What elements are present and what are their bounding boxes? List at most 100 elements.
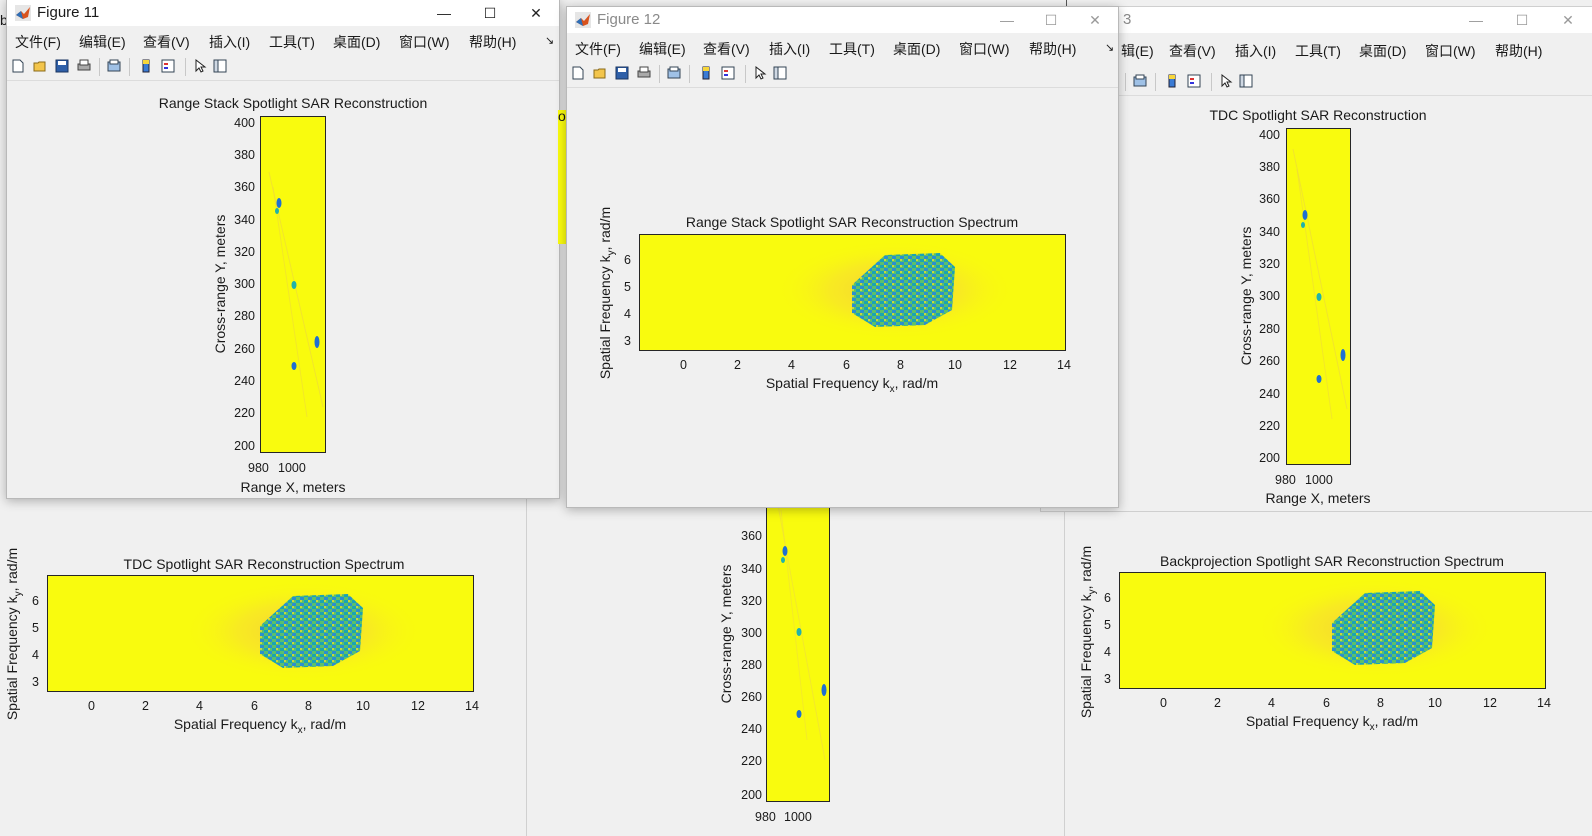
menu-edit[interactable]: 编辑(E) xyxy=(639,41,686,57)
property-inspector-icon[interactable] xyxy=(773,66,787,80)
x-tick: 980 xyxy=(248,461,269,475)
x-tick: 8 xyxy=(1377,696,1384,710)
y-tick: 320 xyxy=(1259,257,1280,271)
title-bar[interactable]: 3 — ☐ ✕ xyxy=(1041,7,1592,33)
menu-desktop[interactable]: 桌面(D) xyxy=(333,34,381,50)
menu-view[interactable]: 查看(V) xyxy=(143,34,190,50)
menu-insert[interactable]: 插入(I) xyxy=(209,34,251,50)
pointer-icon[interactable] xyxy=(753,66,767,80)
y-tick: 280 xyxy=(234,309,255,323)
plot-title: TDC Spotlight SAR Reconstruction Spectru… xyxy=(123,556,405,572)
property-inspector-icon[interactable] xyxy=(1239,74,1253,88)
new-figure-icon[interactable] xyxy=(571,66,585,80)
menu-insert[interactable]: 插入(I) xyxy=(1235,43,1277,59)
sar-image xyxy=(1292,148,1348,420)
link-plot-icon[interactable] xyxy=(1133,74,1147,88)
spectrum-image xyxy=(775,240,1015,340)
menu-help[interactable]: 帮助(H) xyxy=(1495,43,1543,59)
minimize-button[interactable]: — xyxy=(437,5,451,21)
y-tick: 4 xyxy=(32,648,39,662)
menu-help[interactable]: 帮助(H) xyxy=(1029,41,1077,57)
y-tick: 200 xyxy=(1259,451,1280,465)
open-file-icon[interactable] xyxy=(33,59,47,73)
close-button[interactable]: ✕ xyxy=(1562,12,1574,28)
link-plot-icon[interactable] xyxy=(667,66,681,80)
maximize-button[interactable]: ☐ xyxy=(483,5,497,21)
window-edge-fragment: b xyxy=(0,12,8,28)
menu-overflow-arrow-icon[interactable]: ↘ xyxy=(545,35,555,47)
x-tick: 2 xyxy=(1214,696,1221,710)
y-tick: 5 xyxy=(1104,618,1111,632)
title-bar[interactable]: Figure 11 — ☐ ✕ xyxy=(7,0,559,26)
x-tick: 980 xyxy=(1275,473,1296,487)
link-plot-icon[interactable] xyxy=(107,59,121,73)
minimize-button[interactable]: — xyxy=(1000,12,1014,28)
y-tick: 400 xyxy=(1259,128,1280,142)
pointer-icon[interactable] xyxy=(193,59,207,73)
menu-tools[interactable]: 工具(T) xyxy=(269,34,315,50)
plot-title: TDC Spotlight SAR Reconstruction xyxy=(1209,107,1427,123)
x-tick: 0 xyxy=(680,358,687,372)
x-tick: 2 xyxy=(734,358,741,372)
y-tick: 360 xyxy=(234,180,255,194)
x-tick: 0 xyxy=(1160,696,1167,710)
save-icon[interactable] xyxy=(55,59,69,73)
fig11-axes[interactable] xyxy=(260,116,326,453)
colorbar-icon[interactable] xyxy=(699,66,713,80)
bg-middle-axes[interactable] xyxy=(766,500,830,802)
print-icon[interactable] xyxy=(77,59,91,73)
title-bar[interactable]: Figure 12 — ☐ ✕ xyxy=(567,7,1118,33)
property-inspector-icon[interactable] xyxy=(213,59,227,73)
close-button[interactable]: ✕ xyxy=(1089,12,1101,28)
menu-overflow-arrow-icon[interactable]: ↘ xyxy=(1105,42,1115,54)
x-tick: 10 xyxy=(948,358,962,372)
menu-file[interactable]: 文件(F) xyxy=(575,41,621,57)
menu-bar: 文件(F) 编辑(E) 查看(V) 插入(I) 工具(T) 桌面(D) 窗口(W… xyxy=(567,35,1118,59)
menu-desktop[interactable]: 桌面(D) xyxy=(893,41,941,57)
menu-tools[interactable]: 工具(T) xyxy=(1295,43,1341,59)
pointer-icon[interactable] xyxy=(1219,74,1233,88)
menu-file[interactable]: 文件(F) xyxy=(15,34,61,50)
colorbar-icon[interactable] xyxy=(1165,74,1179,88)
close-button[interactable]: ✕ xyxy=(530,5,542,21)
save-icon[interactable] xyxy=(615,66,629,80)
fig12-axes[interactable] xyxy=(639,234,1066,351)
y-tick: 200 xyxy=(741,788,762,802)
fig13-axes[interactable] xyxy=(1286,128,1351,465)
menu-edit[interactable]: 辑(E) xyxy=(1121,43,1154,59)
x-tick: 0 xyxy=(88,699,95,713)
menu-view[interactable]: 查看(V) xyxy=(1169,43,1216,59)
menu-edit[interactable]: 编辑(E) xyxy=(79,34,126,50)
print-icon[interactable] xyxy=(637,66,651,80)
figure-12-window[interactable]: Figure 12 — ☐ ✕ 文件(F) 编辑(E) 查看(V) 插入(I) … xyxy=(566,6,1119,508)
menu-window[interactable]: 窗口(W) xyxy=(1425,43,1476,59)
y-tick: 5 xyxy=(624,280,631,294)
menu-insert[interactable]: 插入(I) xyxy=(769,41,811,57)
colorbar-icon[interactable] xyxy=(139,59,153,73)
bg-middle-plot: 360 340 320 300 280 260 240 220 200 980 … xyxy=(700,500,840,836)
new-figure-icon[interactable] xyxy=(11,59,25,73)
matlab-logo-icon xyxy=(15,5,31,21)
legend-icon[interactable] xyxy=(1187,74,1201,88)
y-tick: 3 xyxy=(624,334,631,348)
figure-13-window[interactable]: 3 — ☐ ✕ 辑(E) 查看(V) 插入(I) 工具(T) 桌面(D) 窗口(… xyxy=(1040,6,1592,512)
figure-11-window[interactable]: Figure 11 — ☐ ✕ 文件(F) 编辑(E) 查看(V) 插入(I) … xyxy=(6,0,560,499)
open-file-icon[interactable] xyxy=(593,66,607,80)
bg-left-plot: TDC Spotlight SAR Reconstruction Spectru… xyxy=(0,548,526,738)
menu-window[interactable]: 窗口(W) xyxy=(959,41,1010,57)
y-tick: 5 xyxy=(32,621,39,635)
bg-right-axes[interactable] xyxy=(1119,572,1546,689)
minimize-button[interactable]: — xyxy=(1469,12,1483,28)
y-tick: 220 xyxy=(1259,419,1280,433)
legend-icon[interactable] xyxy=(721,66,735,80)
legend-icon[interactable] xyxy=(161,59,175,73)
menu-tools[interactable]: 工具(T) xyxy=(829,41,875,57)
menu-view[interactable]: 查看(V) xyxy=(703,41,750,57)
menu-desktop[interactable]: 桌面(D) xyxy=(1359,43,1407,59)
y-tick: 200 xyxy=(234,439,255,453)
bg-left-axes[interactable] xyxy=(47,575,474,692)
menu-help[interactable]: 帮助(H) xyxy=(469,34,517,50)
maximize-button[interactable]: ☐ xyxy=(1515,12,1529,28)
menu-window[interactable]: 窗口(W) xyxy=(399,34,450,50)
maximize-button[interactable]: ☐ xyxy=(1044,12,1058,28)
